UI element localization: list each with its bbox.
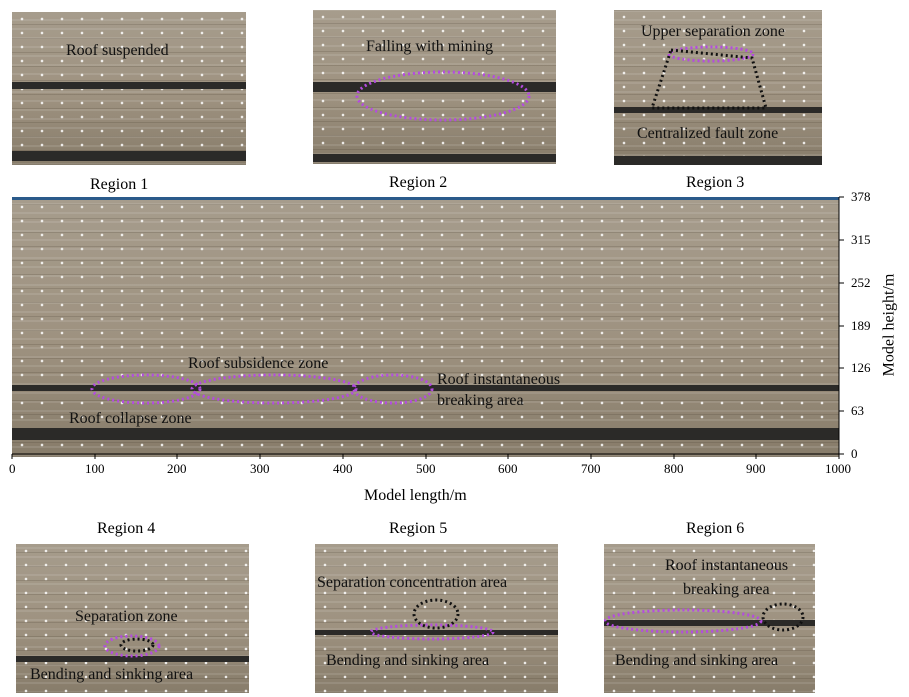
annotation-roof-instantaneous: Roof instantaneous [665,557,789,574]
annotation-upper-separation-zone: Upper separation zone [641,23,785,40]
x-tick-label: 200 [167,461,187,476]
coal-seam-band [604,620,815,626]
x-tick-label: 100 [85,461,105,476]
annotation-bending-sinking-area: Bending and sinking area [326,652,490,669]
y-tick-label: 315 [851,232,871,247]
coal-seam-band [12,151,246,161]
y-axis-ticks [839,196,844,455]
x-tick-label: 700 [581,461,601,476]
x-axis-ticks [11,454,840,459]
coal-seam-band [12,428,839,440]
coal-seam-band [12,385,839,391]
annotation-roof-instantaneous: Roof instantaneous [437,371,561,388]
annotation-breaking-area: breaking area [437,392,524,409]
region-4-photo: Separation zone Bending and sinking area [16,544,249,693]
x-tick-label: 300 [250,461,270,476]
x-tick-label: 800 [664,461,684,476]
annotation-centralized-fault-zone: Centralized fault zone [637,125,779,142]
annotation-roof-suspended: Roof suspended [66,42,169,59]
annotation-breaking-area: breaking area [683,581,770,598]
fault-zone-outlines [649,45,768,110]
coal-seam-band [614,156,822,165]
caption-region-3: Region 3 [686,174,745,191]
y-tick-label: 63 [851,403,864,418]
coal-seam-band [313,82,556,92]
region-2-photo: Falling with mining [313,10,556,164]
x-tick-label: 600 [498,461,518,476]
y-tick-label: 126 [851,360,871,375]
annotation-bending-sinking-area: Bending and sinking area [30,666,194,683]
x-tick-label: 0 [9,461,16,476]
annotation-bending-sinking-area: Bending and sinking area [615,652,779,669]
annotation-roof-collapse-zone: Roof collapse zone [69,410,192,427]
annotation-separation-zone: Separation zone [75,608,178,625]
annotation-falling-with-mining: Falling with mining [366,38,494,55]
annotation-separation-concentration-area: Separation concentration area [317,574,508,591]
separation-zone-outlines [103,634,161,658]
y-tick-label: 189 [851,318,871,333]
x-tick-label: 400 [333,461,353,476]
caption-region-1: Region 1 [90,176,149,193]
x-tick-label: 1000 [825,461,851,476]
coal-seam-band [313,154,556,162]
region-3-photo: Upper separation zone Centralized fault … [614,10,822,165]
x-tick-label: 900 [746,461,766,476]
zone-outlines [90,373,434,405]
coal-seam-band [614,107,822,113]
caption-region-4: Region 4 [97,520,156,537]
falling-zone-outline [355,70,531,122]
main-model-photo: Roof subsidence zone Roof instantaneous … [12,197,839,457]
breaking-area-outlines [604,602,805,634]
separation-concentration-outlines [369,598,495,641]
y-tick-label: 0 [851,446,858,461]
y-axis-label: Model height/m [880,273,898,377]
coal-seam-band [16,656,249,662]
caption-region-5: Region 5 [389,520,448,537]
caption-region-2: Region 2 [389,174,448,191]
y-tick-label: 378 [851,189,871,204]
coal-seam-band [315,630,558,635]
annotation-roof-subsidence-zone: Roof subsidence zone [188,355,329,372]
coal-seam-band [12,82,246,89]
y-tick-label: 252 [851,275,871,290]
region-6-photo: Roof instantaneous breaking area Bending… [604,544,815,693]
region-1-photo: Roof suspended [12,12,246,165]
x-tick-label: 500 [416,461,436,476]
region-5-photo: Separation concentration area Bending an… [315,544,558,693]
caption-region-6: Region 6 [686,520,745,537]
x-axis-label: Model length/m [364,487,467,504]
